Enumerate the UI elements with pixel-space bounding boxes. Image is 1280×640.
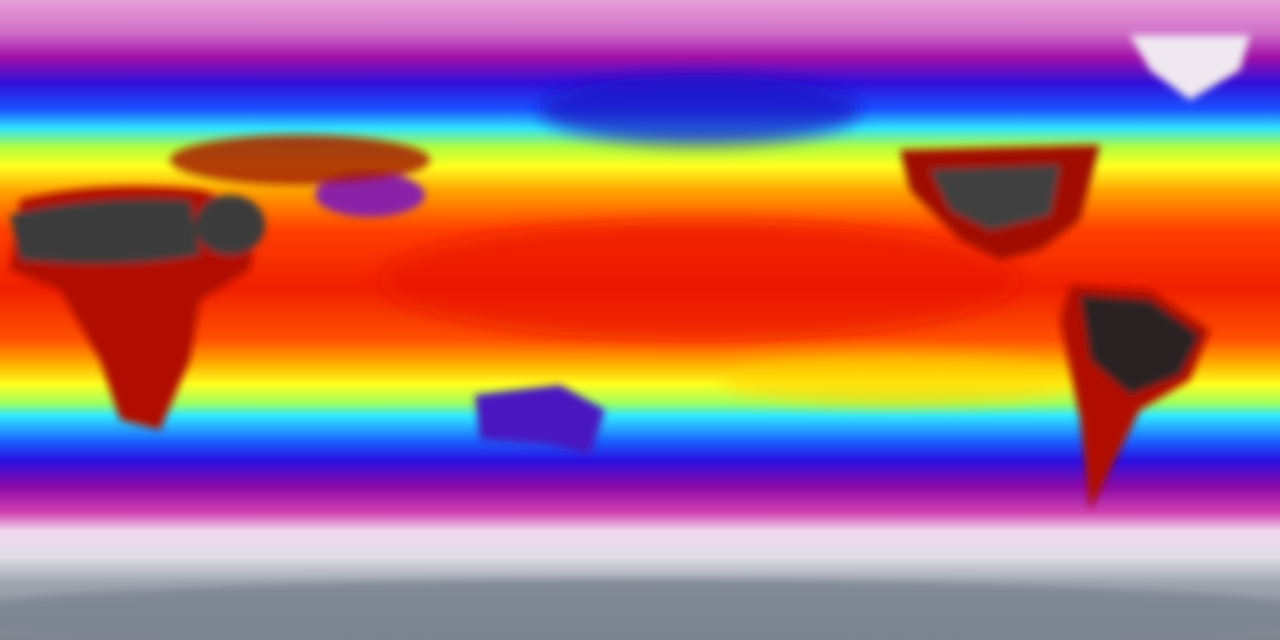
north-pacific-cold: [540, 75, 860, 145]
north-america-interior: [930, 165, 1060, 230]
australia-landmass: [475, 385, 605, 455]
warm-pool-pacific: [380, 220, 1020, 340]
south-pacific-band: [720, 355, 1080, 405]
arabia-desert: [195, 195, 265, 255]
tibet-plateau: [315, 173, 425, 217]
asia-landmass: [170, 135, 430, 185]
antarctica-ice: [0, 580, 1280, 640]
sahara-desert: [10, 199, 200, 264]
amazon-basin: [1080, 295, 1200, 395]
greenland-ice: [1130, 35, 1250, 100]
